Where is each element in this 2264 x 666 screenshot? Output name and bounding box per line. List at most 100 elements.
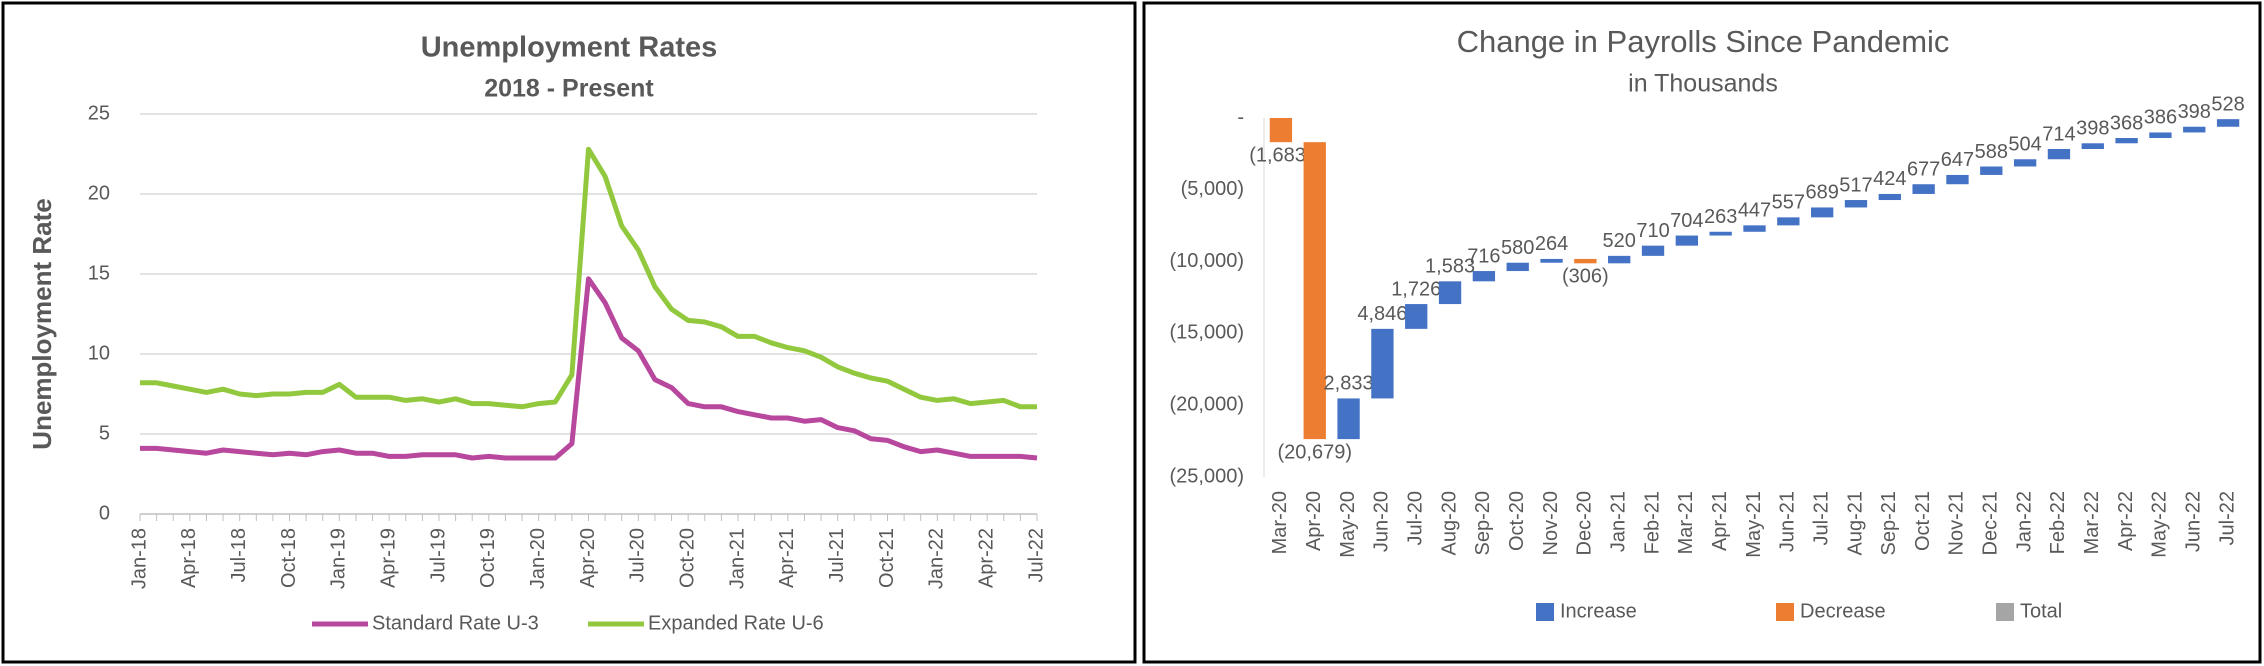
- x-tick-label: Oct-20: [676, 528, 698, 588]
- x-tick-label: Apr-20: [577, 528, 599, 588]
- bar: [1743, 225, 1766, 232]
- bar: [2013, 159, 2037, 167]
- bar: [1641, 245, 1665, 256]
- value-label: 716: [1467, 245, 1500, 267]
- x-tick-label: Oct-19: [477, 528, 499, 588]
- x-tick-label: Oct-18: [278, 528, 300, 588]
- value-label: 398: [2076, 118, 2109, 140]
- bar: [1675, 235, 1699, 246]
- y-tick-label: (15,000): [1170, 322, 1245, 344]
- value-label: 263: [1704, 206, 1737, 228]
- x-tick-label: Mar-21: [1675, 491, 1697, 554]
- x-tick-label: Apr-20: [1303, 491, 1325, 551]
- value-label: 1,583: [1425, 256, 1475, 278]
- x-tick-label: Dec-21: [1980, 491, 2002, 555]
- y-tick-label: 0: [99, 502, 110, 524]
- value-label: 386: [2144, 107, 2177, 129]
- value-label: 504: [2008, 134, 2041, 156]
- x-tick-label: Jul-21: [826, 528, 848, 582]
- bar: [2149, 132, 2172, 139]
- value-label: 398: [2178, 101, 2211, 123]
- x-tick-label: May-20: [1337, 491, 1359, 558]
- x-tick-label: Jan-21: [1607, 491, 1629, 552]
- bar: [1878, 193, 1901, 201]
- x-tick-label: Jan-19: [328, 528, 350, 589]
- bar: [2216, 119, 2240, 127]
- x-tick-label: Sep-20: [1472, 491, 1494, 556]
- x-tick-label: Apr-18: [178, 528, 200, 588]
- x-tick-label: Jun-21: [1777, 491, 1799, 552]
- bar: [1540, 258, 1563, 263]
- bar: [1506, 262, 1529, 272]
- value-label: 264: [1535, 233, 1568, 255]
- chart-subtitle: in Thousands: [1628, 70, 1778, 98]
- value-label: 2,833: [1324, 373, 1374, 395]
- bar: [1371, 328, 1394, 399]
- x-tick-label: Jul-22: [1025, 528, 1047, 582]
- x-tick-label: Apr-21: [1709, 491, 1731, 551]
- value-label: (306): [1562, 266, 1609, 288]
- x-tick-label: Jun-22: [2183, 491, 2205, 552]
- x-tick-label: Oct-21: [876, 528, 898, 588]
- data-line: [140, 146, 1037, 410]
- x-tick-label: Mar-20: [1269, 491, 1291, 554]
- x-tick-label: Jul-22: [2216, 491, 2238, 545]
- legend-label: Decrease: [1800, 600, 1886, 622]
- y-tick-label: (20,000): [1170, 393, 1245, 415]
- chart-title: Change in Payrolls Since Pandemic: [1457, 24, 1950, 59]
- x-tick-label: May-21: [1743, 491, 1765, 558]
- y-tick-label: 15: [88, 262, 110, 284]
- bar: [1844, 200, 1868, 208]
- y-tick-label: (5,000): [1181, 178, 1244, 200]
- x-tick-label: Jul-19: [427, 528, 449, 582]
- bar: [1980, 166, 2003, 175]
- bar: [2115, 138, 2138, 144]
- value-label: (1,683): [1249, 144, 1312, 166]
- y-tick-label: (10,000): [1170, 250, 1245, 272]
- bar: [1405, 304, 1428, 329]
- bar: [1472, 271, 1496, 282]
- value-label: 580: [1501, 237, 1534, 259]
- value-label: 447: [1738, 200, 1771, 222]
- value-label: 1,726: [1391, 278, 1441, 300]
- legend-label: Increase: [1560, 600, 1637, 622]
- x-tick-label: Jul-20: [627, 528, 649, 582]
- legend-label: Total: [2020, 600, 2062, 622]
- legend-swatch: [1536, 603, 1554, 621]
- bar: [2047, 149, 2071, 160]
- chart-title: Unemployment Rates: [421, 32, 718, 64]
- bar: [2183, 126, 2206, 133]
- value-label: 557: [1772, 192, 1805, 214]
- y-tick-label: -: [1237, 106, 1244, 128]
- y-tick-label: 5: [99, 422, 110, 444]
- value-label: 677: [1907, 159, 1940, 181]
- x-tick-label: Mar-22: [2081, 491, 2103, 554]
- value-label: 4,846: [1357, 303, 1407, 325]
- bar: [1574, 258, 1597, 264]
- x-tick-label: Jan-22: [2013, 491, 2035, 552]
- bar: [1810, 207, 1834, 218]
- x-tick-label: Dec-20: [1574, 491, 1596, 555]
- bar: [1709, 231, 1732, 236]
- y-axis-label: Unemployment Rate: [27, 198, 57, 449]
- x-tick-label: Oct-20: [1506, 491, 1528, 551]
- y-tick-label: 25: [88, 102, 110, 124]
- x-tick-label: Jul-21: [1810, 491, 1832, 545]
- x-tick-label: Apr-21: [776, 528, 798, 588]
- x-tick-label: Nov-20: [1540, 491, 1562, 555]
- bar: [1912, 184, 1935, 194]
- bar: [2081, 143, 2104, 150]
- chart-subtitle: 2018 - Present: [484, 75, 654, 103]
- value-label: 517: [1839, 174, 1872, 196]
- bar: [1777, 217, 1800, 226]
- legend-label: Standard Rate U-3: [372, 612, 539, 634]
- x-tick-label: Feb-22: [2047, 491, 2069, 554]
- bar: [1269, 118, 1293, 143]
- bar: [1608, 255, 1631, 264]
- bar: [1438, 281, 1462, 305]
- x-tick-label: Jul-18: [228, 528, 250, 582]
- value-label: 689: [1805, 182, 1838, 204]
- x-tick-label: Sep-21: [1878, 491, 1900, 556]
- x-tick-label: Jan-20: [527, 528, 549, 589]
